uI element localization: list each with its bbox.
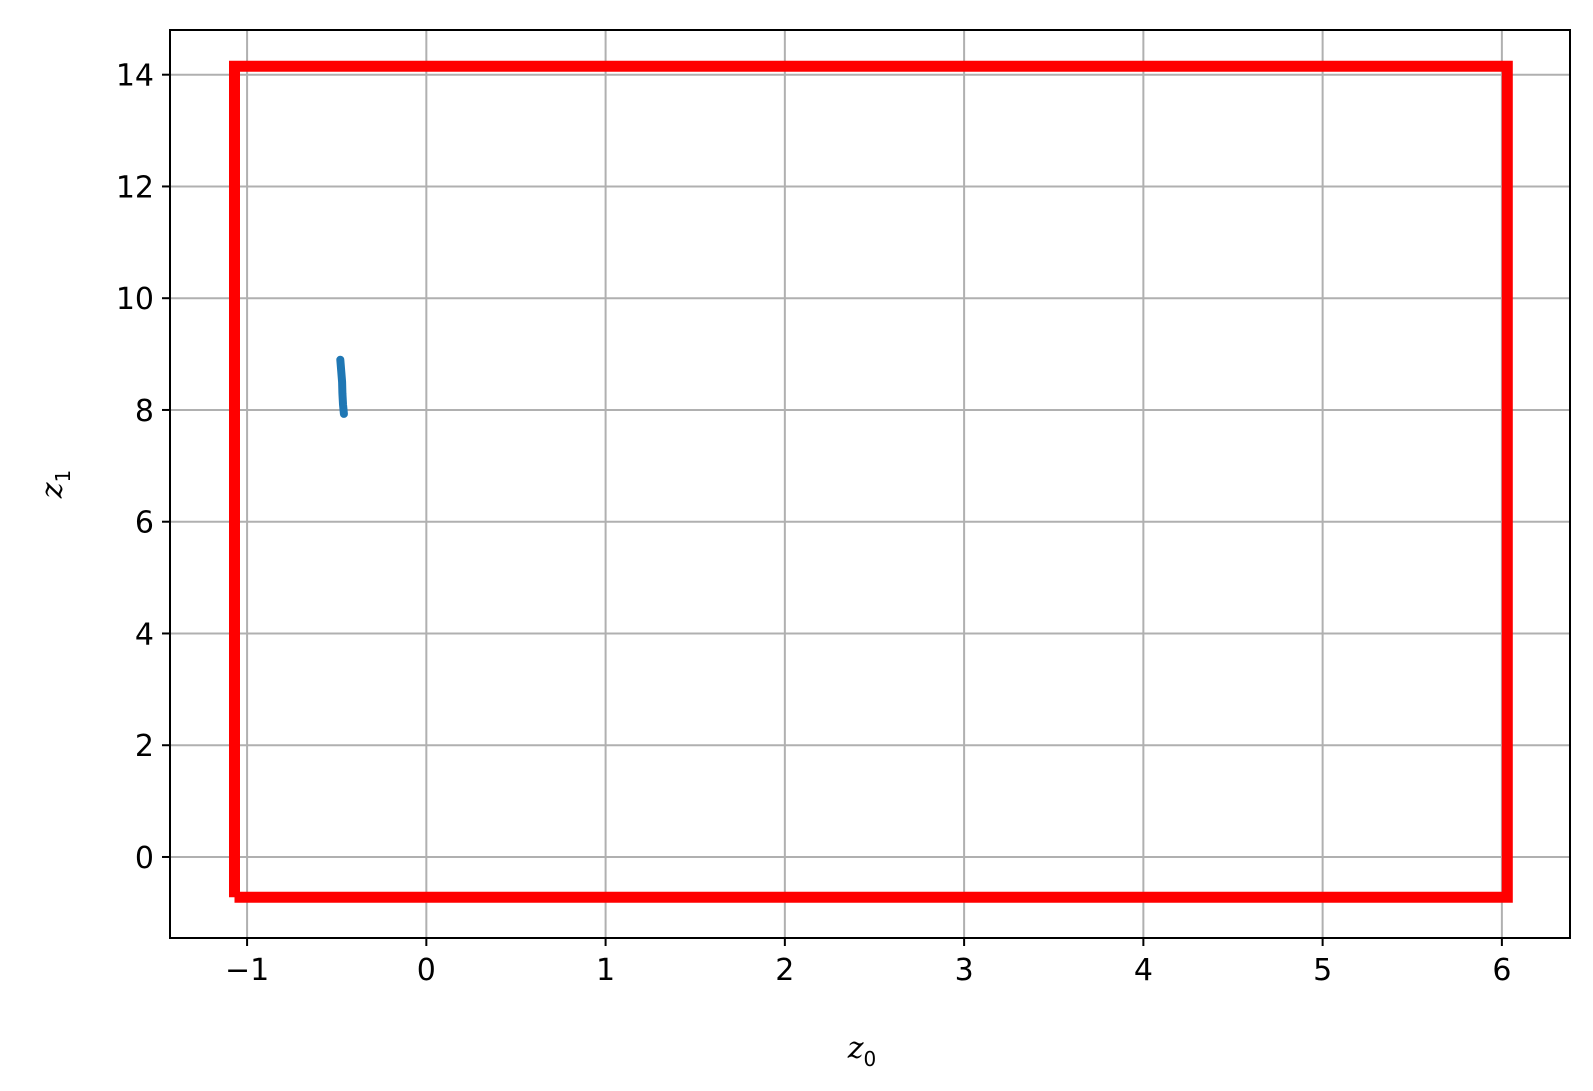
y-tick-label: 14 bbox=[116, 59, 154, 94]
y-tick-label: 12 bbox=[116, 170, 154, 205]
y-tick-label: 4 bbox=[135, 617, 154, 652]
series-red-boundary-line bbox=[229, 60, 1513, 903]
series-blue-trajectory-line bbox=[336, 355, 348, 418]
grid bbox=[170, 30, 1570, 938]
x-axis-label: z0 bbox=[847, 1031, 877, 1071]
x-tick-label: 6 bbox=[1492, 953, 1511, 988]
x-tick-label: 4 bbox=[1134, 953, 1153, 988]
y-tick-label: 0 bbox=[135, 841, 154, 876]
x-tick-label: 1 bbox=[596, 953, 615, 988]
plot-frame bbox=[169, 29, 1571, 939]
x-tick-label: 0 bbox=[417, 953, 436, 988]
series-layer bbox=[229, 60, 1513, 903]
x-tick-label: 3 bbox=[955, 953, 974, 988]
x-tick-label: 5 bbox=[1313, 953, 1332, 988]
x-tick-label: 2 bbox=[775, 953, 794, 988]
x-tick-label: −1 bbox=[225, 953, 269, 988]
y-tick-label: 6 bbox=[135, 506, 154, 541]
y-tick-label: 2 bbox=[135, 729, 154, 764]
y-axis-label: z1 bbox=[35, 470, 75, 500]
y-tick-label: 8 bbox=[135, 394, 154, 429]
y-tick-label: 10 bbox=[116, 282, 154, 317]
